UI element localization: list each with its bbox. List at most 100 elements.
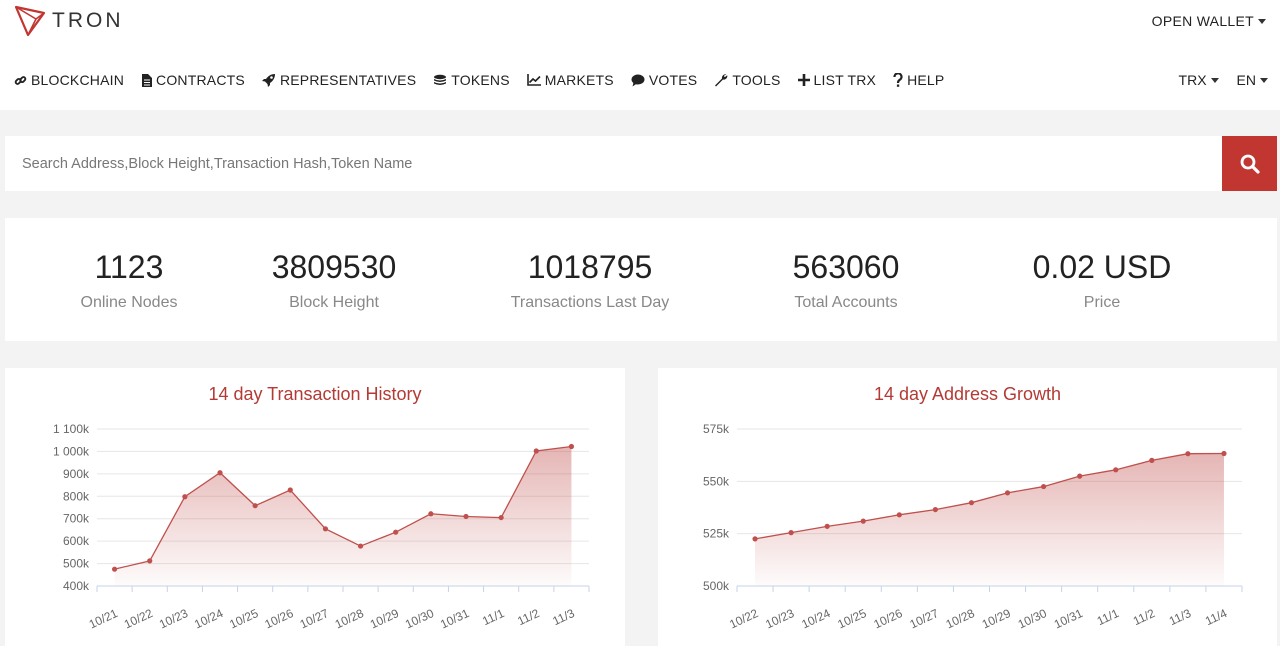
y-tick-label: 575k <box>703 422 730 436</box>
x-tick-label: 10/22 <box>727 606 760 632</box>
nav-label-markets: MARKETS <box>544 72 614 88</box>
y-tick-label: 525k <box>703 527 730 541</box>
open-wallet-label: OPEN WALLET <box>1151 13 1254 29</box>
data-point <box>824 523 830 529</box>
stat-total-accounts[interactable]: 563060 Total Accounts <box>793 248 900 312</box>
stat-value: 563060 <box>792 249 900 285</box>
nav-label-tools: TOOLS <box>732 72 781 88</box>
data-point <box>1077 473 1083 479</box>
data-point <box>322 526 329 532</box>
y-tick-label: 500k <box>63 557 90 571</box>
nav-right: TRX EN <box>1161 72 1268 88</box>
coins-icon <box>434 74 447 85</box>
nav-label-representatives: REPRESENTATIVES <box>279 72 417 88</box>
search-input[interactable] <box>5 136 1222 191</box>
data-point <box>788 530 794 536</box>
x-tick-label: 10/22 <box>122 606 155 632</box>
data-point <box>896 512 902 518</box>
y-tick-label: 1 000k <box>53 444 90 458</box>
data-point <box>1185 451 1191 457</box>
nav-label-contracts: CONTRACTS <box>156 72 245 88</box>
caret-down-icon <box>1258 19 1266 24</box>
currency-dropdown[interactable]: TRX <box>1179 72 1219 88</box>
y-tick-label: 700k <box>63 512 90 526</box>
data-point <box>182 494 188 500</box>
stat-online-nodes: 1123 Online Nodes <box>81 248 178 312</box>
x-tick-label: 10/24 <box>799 606 832 632</box>
x-tick-label: 10/23 <box>763 606 796 632</box>
series-line <box>754 452 1224 540</box>
file-icon <box>142 73 153 87</box>
stat-transactions-last-day[interactable]: 1018795 Transactions Last Day <box>511 248 670 312</box>
x-tick-label: 10/31 <box>1052 606 1085 632</box>
y-tick-label: 900k <box>63 467 90 481</box>
x-tick-label: 10/24 <box>192 606 225 632</box>
stat-value: 3809530 <box>271 249 397 285</box>
search-button[interactable] <box>1222 136 1277 191</box>
nav-contracts[interactable]: CONTRACTS <box>141 72 245 88</box>
data-point <box>1149 457 1155 463</box>
data-point <box>968 500 975 506</box>
data-point <box>498 514 504 521</box>
question-icon <box>893 73 903 87</box>
caret-down-icon <box>1260 78 1268 83</box>
transaction-history-chart: 400k 500k 600k 700k 800k 900k 1 000k 1 100k 10/2… <box>53 422 590 632</box>
data-point <box>752 536 758 542</box>
tron-logo-icon <box>14 5 46 37</box>
address-growth-card: 14 day Address Growth 500k 525k 550k 575k 10… <box>658 368 1277 646</box>
nav-blockchain[interactable]: BLOCKCHAIN <box>14 72 124 88</box>
language-dropdown[interactable]: EN <box>1237 72 1268 88</box>
data-point <box>393 529 399 535</box>
x-tick-label: 10/31 <box>438 606 471 632</box>
data-point <box>1113 467 1119 473</box>
brand-name: TRON <box>52 9 124 32</box>
data-point <box>932 506 938 513</box>
nav-list-trx[interactable]: LIST TRX <box>797 72 877 88</box>
nav-label-votes: VOTES <box>648 72 698 88</box>
stat-price[interactable]: 0.02 USD Price <box>1033 248 1172 312</box>
data-point <box>860 518 866 524</box>
search-icon <box>1240 154 1260 174</box>
stat-value: 0.02 USD <box>1032 249 1172 285</box>
stat-value: 1018795 <box>527 249 653 285</box>
stat-label: Online Nodes <box>80 294 178 311</box>
language-label: EN <box>1236 72 1256 88</box>
stat-label: Total Accounts <box>794 294 898 311</box>
transaction-history-card: 14 day Transaction History 400k 500k 600k 7… <box>5 368 625 646</box>
nav-representatives[interactable]: REPRESENTATIVES <box>261 72 417 88</box>
rocket-icon <box>261 74 275 87</box>
stat-label: Transactions Last Day <box>510 294 670 311</box>
chart-title: 14 day Address Growth <box>873 384 1062 404</box>
chart-title: 14 day Transaction History <box>208 384 422 404</box>
x-tick-label: 10/27 <box>908 606 941 632</box>
y-tick-label: 400k <box>63 579 90 593</box>
x-tick-label: 11/2 <box>515 606 542 628</box>
data-point <box>1221 450 1227 457</box>
nav-tokens[interactable]: TOKENS <box>433 72 510 88</box>
x-tick-label: 10/30 <box>403 606 436 632</box>
x-tick-label: 11/1 <box>480 606 507 628</box>
nav-label-list-trx: LIST TRX <box>813 72 877 88</box>
open-wallet-dropdown[interactable]: OPEN WALLET <box>1152 13 1266 29</box>
y-tick-label: 500k <box>703 579 730 593</box>
series-area <box>755 453 1224 586</box>
data-point <box>252 503 258 509</box>
series-line <box>114 445 572 570</box>
y-tick-label: 550k <box>703 474 730 488</box>
tron-logo[interactable]: TRON <box>14 4 124 38</box>
y-tick-label: 600k <box>63 534 90 548</box>
nav-tools[interactable]: TOOLS <box>714 72 780 88</box>
x-tick-label: 11/2 <box>1131 606 1158 628</box>
nav-markets[interactable]: MARKETS <box>526 72 614 88</box>
y-tick-label: 800k <box>63 489 90 503</box>
stat-block-height[interactable]: 3809530 Block Height <box>272 248 397 312</box>
main-nav: BLOCKCHAIN CONTRACTS REPRESENTATIVES TOK… <box>14 72 961 88</box>
currency-label: TRX <box>1178 72 1207 88</box>
data-point <box>428 511 434 517</box>
nav-help[interactable]: HELP <box>893 72 944 88</box>
x-tick-label: 10/26 <box>262 606 295 632</box>
nav-votes[interactable]: VOTES <box>631 72 697 88</box>
x-tick-label: 11/1 <box>1095 606 1122 628</box>
x-tick-label: 10/29 <box>980 606 1013 632</box>
x-tick-label: 10/21 <box>87 606 120 632</box>
